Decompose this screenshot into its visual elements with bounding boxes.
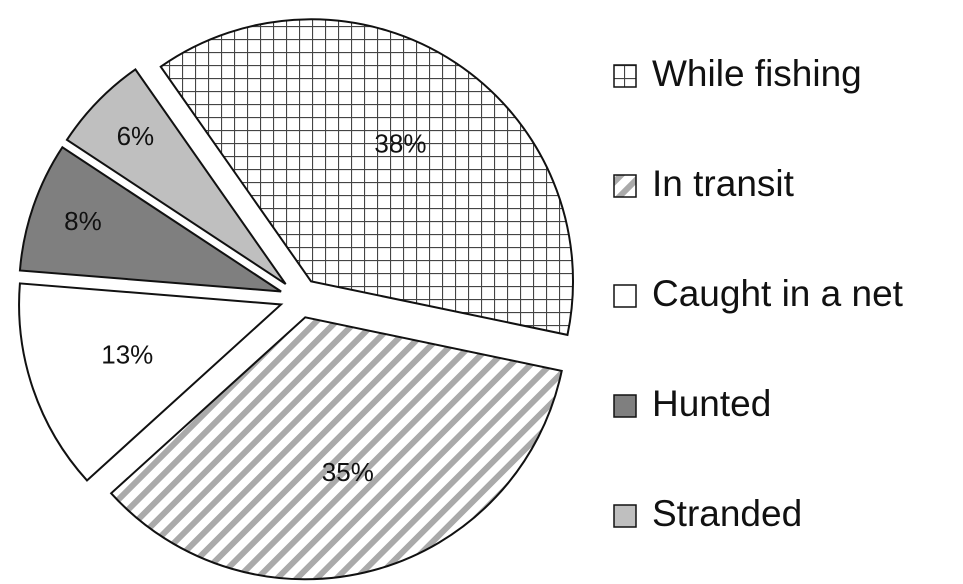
legend-swatch bbox=[613, 394, 637, 418]
data-label: 35% bbox=[322, 457, 374, 487]
data-label: 6% bbox=[117, 121, 155, 151]
data-label: 13% bbox=[101, 340, 153, 370]
legend-label: Stranded bbox=[652, 493, 802, 534]
pie-slice bbox=[65, 68, 287, 285]
pie-slice bbox=[159, 18, 575, 337]
legend-swatch bbox=[613, 174, 637, 198]
legend-label: While fishing bbox=[652, 53, 862, 94]
pie-slice bbox=[18, 282, 284, 482]
legend-swatch bbox=[613, 64, 637, 88]
data-label: 38% bbox=[374, 129, 426, 159]
legend-swatch bbox=[613, 284, 637, 308]
data-label: 8% bbox=[64, 206, 102, 236]
legend-label: In transit bbox=[652, 163, 795, 204]
pie-slice bbox=[18, 145, 282, 293]
pie-slice bbox=[109, 316, 563, 581]
legend-swatch bbox=[613, 504, 637, 528]
legend-label: Caught in a net bbox=[652, 273, 904, 314]
legend-label: Hunted bbox=[652, 383, 771, 424]
